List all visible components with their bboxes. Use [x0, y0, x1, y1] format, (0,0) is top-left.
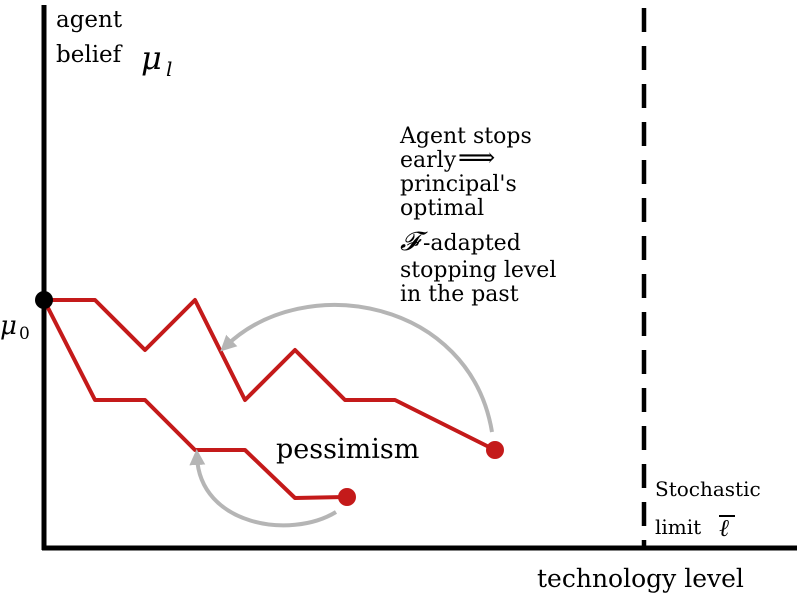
annotation-implies-arrow: ⟹: [458, 143, 495, 173]
x-axis-label: technology level: [537, 564, 744, 593]
annotation-line4: optimal: [400, 196, 484, 221]
origin-subscript: 0: [19, 324, 30, 344]
origin-symbol: μ: [0, 311, 17, 341]
pessimism-label: pessimism: [276, 434, 419, 465]
upper-return-arrow: [220, 303, 494, 433]
lower-path-endpoint-dot: [338, 488, 356, 506]
annotation-line1: Agent stops: [399, 124, 532, 149]
lower-return-arrow: [189, 449, 338, 528]
upper-belief-path: [44, 298, 496, 452]
annotation-line2: early: [400, 148, 457, 173]
annotation-line3: principal's: [400, 172, 517, 197]
limit-label-line2: limit: [655, 515, 701, 539]
lower-belief-path: [42, 299, 346, 500]
y-axis-subscript: l: [166, 57, 172, 81]
upper-path-endpoint-dot: [486, 441, 504, 459]
origin-dot: [35, 291, 53, 309]
annotation-line6: stopping level: [400, 258, 556, 283]
limit-symbol: ℓ: [719, 514, 729, 542]
y-axis-symbol: μ: [141, 39, 162, 77]
annotation-line7: in the past: [400, 282, 519, 307]
y-axis-label-line2: belief: [56, 42, 123, 68]
annotation-line5: -adapted: [423, 231, 521, 256]
limit-label-line1: Stochastic: [655, 477, 761, 501]
y-axis-label-line1: agent: [56, 7, 123, 33]
